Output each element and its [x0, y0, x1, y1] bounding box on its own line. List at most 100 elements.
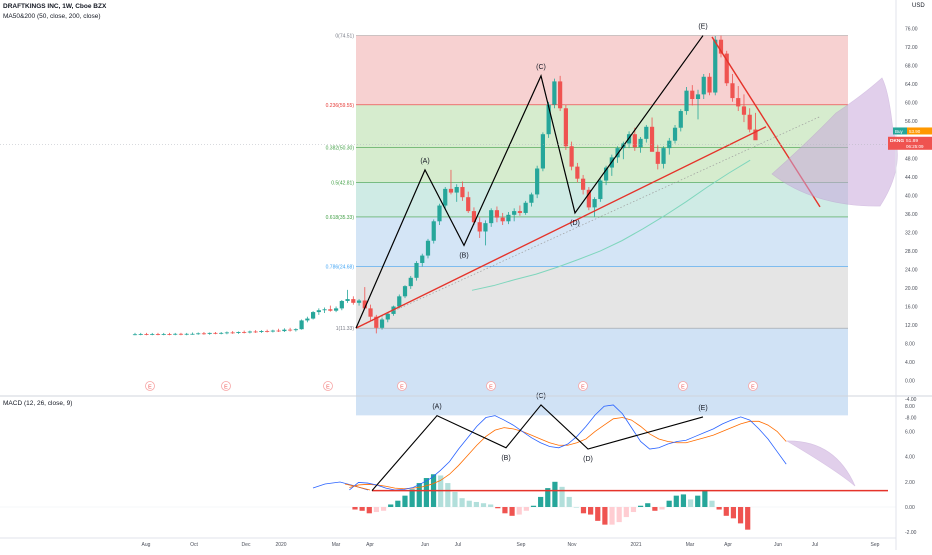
macd-histogram-bar: [366, 507, 372, 514]
macd-histogram-bar: [709, 500, 715, 507]
candle-body: [563, 108, 568, 147]
fib-extension-zone: [356, 328, 848, 416]
candle-body: [408, 277, 413, 287]
candle-body: [242, 331, 247, 333]
macd-histogram-bar: [416, 483, 422, 507]
macd-histogram-bar: [359, 507, 365, 511]
earnings-marker-3: [397, 381, 407, 391]
macd-histogram-bar: [580, 507, 587, 514]
fib-label-6: 1(11.33): [336, 326, 355, 332]
time-tick-label: Apr: [724, 542, 732, 548]
candle-body: [265, 331, 270, 332]
candle-body: [259, 331, 264, 332]
candle-body: [219, 332, 224, 334]
candle-body: [276, 330, 281, 332]
fib-label-4: 0.618(35.33): [326, 215, 355, 221]
candle-body: [339, 300, 344, 309]
price-tick-label: 76.00: [905, 27, 918, 33]
macd-tick-label: 4.00: [905, 455, 915, 461]
price-tick-label: 48.00: [905, 156, 918, 162]
candle-body: [333, 308, 339, 311]
macd-histogram-bar: [480, 503, 487, 507]
macd-histogram-bar: [666, 500, 672, 507]
candle-body: [437, 205, 442, 222]
macd-histogram-bar: [552, 481, 558, 507]
candle-body: [293, 329, 298, 331]
macd-line: [349, 404, 787, 491]
countdown-label: 06:25:09: [906, 144, 924, 149]
fib-label-0: 0(74.51): [335, 34, 354, 40]
time-tick-label: 2020: [275, 542, 286, 548]
macd-histogram-bar: [595, 507, 601, 521]
wave-label-price-3: (D): [570, 220, 580, 227]
fib-zone-5: [356, 266, 848, 329]
candle-body: [724, 53, 729, 84]
candle-body: [132, 334, 138, 336]
candle-body: [713, 39, 718, 93]
macd-histogram-bar: [695, 495, 701, 507]
macd-histogram-bar: [395, 500, 401, 507]
chart-title: DRAFTKINGS INC, 1W, Cboe BZX: [3, 3, 107, 10]
macd-histogram-bar: [466, 500, 472, 507]
candle-body: [431, 221, 436, 241]
candle-body: [483, 223, 488, 232]
time-tick-label: Nov: [568, 542, 577, 548]
candle-body: [270, 330, 275, 332]
price-tick-label: 28.00: [905, 249, 918, 255]
fib-label-5: 0.786(24.68): [326, 264, 355, 270]
moving-average: [471, 159, 751, 291]
candle-body: [603, 167, 609, 181]
candle-body: [425, 240, 431, 256]
candle-body: [529, 194, 534, 203]
candle-body: [500, 217, 505, 222]
last-price-label: 51.89: [906, 138, 918, 144]
candle-body: [144, 334, 149, 335]
candle-body: [489, 210, 494, 224]
candle-body: [213, 332, 218, 334]
candle-body: [661, 148, 666, 164]
macd-histogram-bar: [530, 505, 537, 507]
candle-body: [747, 114, 752, 130]
macd-signal-line: [349, 417, 787, 490]
candle-body: [460, 187, 465, 198]
macd-projection-cone: [785, 440, 856, 487]
candle-body: [138, 334, 143, 335]
macd-histogram-bar: [680, 494, 687, 507]
fib-label-3: 0.5(42.81): [331, 180, 354, 186]
wave-label-macd-0: (A): [432, 404, 441, 411]
earnings-marker-4: [486, 381, 496, 391]
fibonacci-retracement[interactable]: 0(74.51) 0.236(59.55) 0.382(50.30) 0.5(42.8…: [326, 34, 848, 416]
candlesticks: [132, 35, 758, 336]
last-price-bg: [888, 136, 932, 150]
candle-body: [535, 168, 540, 195]
time-tick-label: Sep: [871, 542, 880, 548]
macd-histogram-bar: [473, 501, 479, 507]
time-tick-label: Oct: [190, 542, 198, 548]
macd-signal-early: [344, 483, 371, 491]
earnings-marker-6: [678, 381, 688, 391]
macd-tick-label: -2.00: [905, 530, 917, 536]
candle-body: [282, 329, 287, 332]
candle-body: [448, 188, 454, 193]
candle-body: [730, 83, 735, 99]
price-tick-label: 20.00: [905, 286, 918, 292]
macd-histogram-bar: [745, 507, 751, 530]
candle-body: [644, 126, 649, 139]
macd-histogram-bar: [459, 498, 465, 507]
candle-body: [328, 309, 333, 311]
earnings-marker-0: [145, 381, 155, 391]
macd-pane: (A)(B)(C)(D)(E): [0, 393, 896, 530]
candle-body: [379, 319, 385, 328]
macd-histogram-bar: [723, 507, 729, 516]
drawings[interactable]: (A) (B) (C) (D) (E): [355, 24, 898, 329]
candle-body: [345, 299, 350, 301]
macd-tick-label: 2.00: [905, 480, 915, 486]
candle-body: [167, 334, 172, 335]
candle-body: [420, 255, 425, 263]
macd-histogram-bar: [423, 478, 429, 507]
candle-body: [316, 310, 321, 313]
candle-body: [586, 189, 591, 208]
trend-support-line: [355, 126, 767, 329]
